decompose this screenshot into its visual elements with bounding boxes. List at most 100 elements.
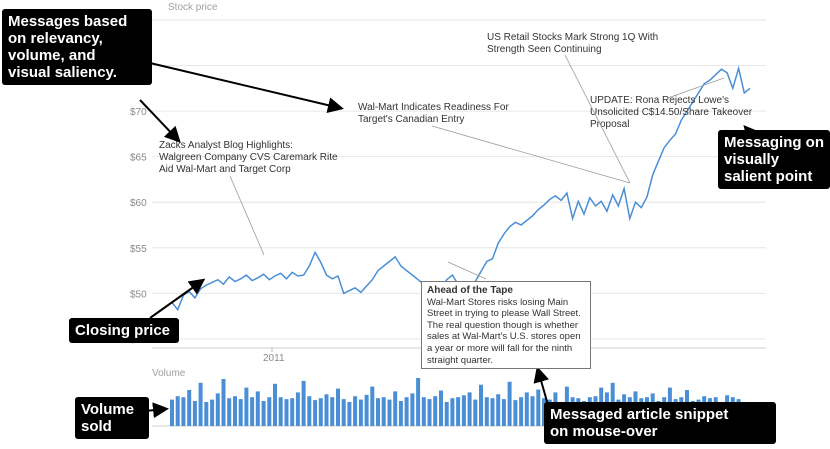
volume-bar [187,390,192,426]
volume-bar [439,390,443,426]
x-tick-label-2011: 2011 [263,353,285,364]
annotation-us-retail-text: US Retail Stocks Mark Strong 1Q With Str… [487,32,661,55]
annotation-rona[interactable]: UPDATE: Rona Rejects Lowe's Unsolicited … [590,95,755,130]
volume-bar [318,398,323,426]
volume-axis-title: Volume [152,368,186,379]
volume-bar [456,397,461,426]
annotation-walmart-target-text: Wal-Mart Indicates Readiness For Target'… [358,102,512,125]
y-tick-label: $65 [130,153,147,164]
annotation-zacks-line-2: Walgreen Company CVS Caremark Rite [159,152,338,163]
volume-bar [250,397,255,426]
volume-bar [227,398,232,426]
volume-bar [421,397,426,426]
annotation-us-retail[interactable]: US Retail Stocks Mark Strong 1Q With Str… [487,32,661,55]
annotation-leader-lines [229,54,725,280]
leader-us-retail [564,54,631,184]
volume-bar [513,400,518,426]
annotation-us-retail-line-2: Strength Seen Continuing [487,44,602,55]
volume-bar [416,378,421,426]
volume-bar [461,395,466,426]
volume-bar [290,398,295,426]
arrow-messages-to-zacks [139,99,181,143]
volume-bar [301,380,306,426]
volume-bar [501,399,506,426]
volume-bar [244,387,249,426]
volume-bar [336,388,340,426]
volume-bar [387,399,392,426]
annotation-rona-line-2: Unsolicited C$14.50/Share Takeover [590,107,753,118]
volume-bar [450,398,455,426]
annotation-rona-text: UPDATE: Rona Rejects Lowe's Unsolicited … [590,95,755,130]
volume-bar [427,399,432,426]
volume-bar [404,397,409,426]
annotation-walmart-target-line-2: Target's Canadian Entry [358,114,464,125]
volume-bar [347,402,352,426]
arrow-messages-to-walmart [149,62,344,114]
volume-bar [324,394,329,426]
y-tick-label: $50 [130,289,147,300]
leader-rona [667,77,725,99]
volume-bar [204,402,209,426]
volume-bar [255,391,260,426]
snippet-body: Wal-Mart Stores risks losing Main Street… [427,296,581,366]
volume-bar [370,386,375,426]
y-tick-label: $60 [130,198,147,209]
annotation-zacks[interactable]: Zacks Analyst Blog Highlights: Walgreen … [159,140,340,175]
volume-bar [215,393,220,426]
volume-bar [238,399,243,426]
annotation-walmart-target-line-1: Wal-Mart Indicates Readiness For [358,102,509,113]
volume-bar [433,396,438,426]
volume-bar [330,397,335,426]
annotation-zacks-line-3: Aid Wal-Mart and Target Corp [159,164,291,175]
annotation-zacks-line-1: Zacks Analyst Blog Highlights: [159,140,293,151]
annotation-us-retail-line-1: US Retail Stocks Mark Strong 1Q With [487,32,658,43]
volume-bar [376,398,380,426]
volume-bar [524,392,529,426]
leader-walmart-target [431,125,631,184]
leader-zacks [229,175,265,256]
volume-bar [536,389,541,426]
snippet-title: Ahead of the Tape [427,285,513,296]
annotation-rona-line-1: UPDATE: Rona Rejects Lowe's [590,95,729,106]
y-axis-title: Stock price [168,2,218,13]
volume-bar [198,382,203,426]
volume-bar [221,379,226,426]
volume-bar [192,401,197,426]
annotation-walmart-target[interactable]: Wal-Mart Indicates Readiness For Target'… [358,102,512,125]
volume-bar [507,381,512,426]
volume-bar [410,393,415,426]
y-tick-label: $55 [130,244,147,255]
volume-bar [273,383,277,426]
chart-grid [152,19,766,340]
volume-bar [484,397,489,426]
volume-bar [393,391,398,426]
volume-bar [307,396,312,426]
volume-bar [261,401,266,426]
volume-bar [233,396,237,426]
callout-volume-sold: Volume sold [75,397,149,439]
volume-bar [284,399,289,426]
callout-messages: Messages based on relevancy, volume, and… [2,9,152,85]
y-tick-label: $70 [130,107,147,118]
volume-bar [467,392,472,426]
volume-bar [181,397,186,426]
callout-salient-point: Messaging on visually salient point [718,130,830,189]
volume-bar [267,397,272,426]
volume-bar [444,402,449,426]
volume-bar [479,384,483,426]
volume-bar [473,399,478,426]
volume-bar [210,399,215,426]
arrow-snippet [533,366,549,406]
volume-bar [381,397,386,426]
leader-snippet [447,261,487,280]
article-snippet-popup: Ahead of the Tape Wal-Mart Stores risks … [421,281,591,369]
volume-bar [170,399,174,426]
callout-closing-price: Closing price [69,318,179,343]
volume-bar [490,398,495,426]
volume-bar [295,392,300,426]
callout-article-snippet: Messaged article snippet on mouse-over [544,402,776,444]
volume-bar [519,397,524,426]
annotation-rona-line-3: Proposal [590,119,629,130]
volume-bar [175,396,180,426]
volume-bar [496,394,501,426]
